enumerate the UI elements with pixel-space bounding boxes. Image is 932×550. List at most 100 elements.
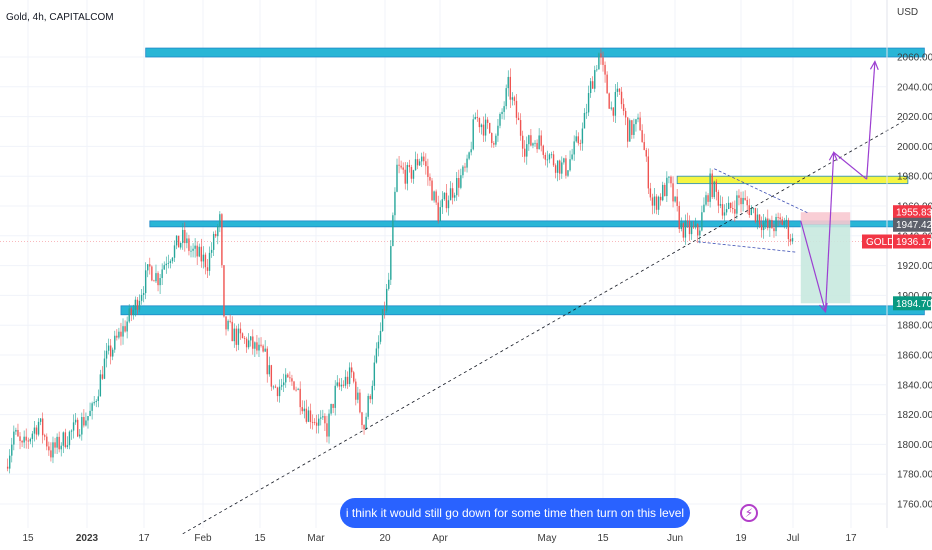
candle-body bbox=[740, 197, 742, 205]
horizontal-zone[interactable] bbox=[145, 47, 925, 58]
candle-body bbox=[66, 445, 69, 448]
triangle-line[interactable] bbox=[714, 168, 810, 214]
candle-body bbox=[666, 177, 668, 197]
candle-body bbox=[283, 382, 285, 386]
candle-body bbox=[762, 222, 765, 231]
candle-body bbox=[416, 159, 419, 166]
candle-body bbox=[41, 418, 44, 436]
price-tag-prefix bbox=[862, 234, 892, 249]
time-axis[interactable]: 15 2023 17 Feb 15 Mar 20 Apr May 15 Jun 19 Jul 17 bbox=[22, 533, 857, 544]
candle-body bbox=[583, 112, 586, 129]
y-tick-label: 1980.00 bbox=[897, 172, 932, 183]
candle-body bbox=[315, 422, 318, 426]
y-tick-label: 1800.00 bbox=[897, 440, 932, 451]
candle-body bbox=[268, 365, 270, 375]
horizontal-zone[interactable] bbox=[676, 175, 909, 185]
candle-body bbox=[89, 410, 91, 417]
lightning-icon[interactable]: ⚡ bbox=[740, 504, 758, 522]
candle-body bbox=[70, 430, 73, 432]
candle-body bbox=[534, 142, 536, 144]
candle-body bbox=[99, 374, 102, 397]
y-tick-label: 2000.00 bbox=[897, 142, 932, 153]
candle-body bbox=[112, 349, 114, 357]
candle-body bbox=[87, 416, 89, 421]
candle-body bbox=[606, 74, 608, 94]
candle-body bbox=[239, 328, 242, 334]
candle-body bbox=[305, 408, 308, 422]
candle-body bbox=[561, 162, 563, 174]
candle-body bbox=[171, 257, 174, 262]
candle-body bbox=[25, 436, 27, 441]
candle-body bbox=[406, 165, 408, 184]
candle-body bbox=[594, 70, 596, 89]
candle-body bbox=[690, 226, 693, 235]
candle-body bbox=[221, 214, 223, 266]
candle-body bbox=[363, 425, 365, 430]
candle-body bbox=[313, 422, 316, 424]
candle-body bbox=[604, 64, 606, 75]
candle-body bbox=[309, 410, 312, 423]
triangle-line[interactable] bbox=[697, 241, 797, 253]
candle-body bbox=[388, 279, 390, 289]
projection-arrow[interactable] bbox=[800, 220, 827, 312]
candle-body bbox=[243, 338, 246, 339]
target-zone[interactable] bbox=[800, 224, 851, 304]
y-tick-label: 1840.00 bbox=[897, 380, 932, 391]
y-tick-label: 2040.00 bbox=[897, 82, 932, 93]
horizontal-zone[interactable] bbox=[149, 220, 913, 228]
candle-body bbox=[93, 402, 95, 404]
candle-body bbox=[83, 417, 85, 426]
projection-arrow[interactable] bbox=[833, 151, 868, 180]
candle-body bbox=[705, 195, 707, 205]
candle-body bbox=[744, 197, 746, 200]
x-tick-label: 17 bbox=[845, 533, 857, 544]
candle-body bbox=[783, 221, 785, 225]
candle-body bbox=[775, 217, 777, 232]
candle-body bbox=[643, 142, 645, 151]
candle-body bbox=[515, 100, 518, 118]
price-tag-text: 1936.17 bbox=[896, 237, 932, 248]
candle-body bbox=[320, 417, 322, 419]
price-axis[interactable]: 1760.00 1780.00 1800.00 1820.00 1840.00 1860.… bbox=[886, 0, 932, 528]
price-tag-text: 1947.42 bbox=[896, 220, 932, 231]
candle-body bbox=[198, 246, 200, 257]
projection-arrow[interactable] bbox=[866, 61, 876, 180]
candle-body bbox=[596, 69, 598, 71]
candle-body bbox=[27, 440, 29, 442]
candle-body bbox=[371, 385, 373, 400]
candle-body bbox=[707, 195, 709, 202]
candle-body bbox=[785, 219, 788, 222]
y-tick-label: 1920.00 bbox=[897, 261, 932, 272]
candle-body bbox=[738, 195, 740, 198]
candle-body bbox=[23, 436, 25, 443]
candle-body bbox=[163, 265, 165, 270]
drawings[interactable] bbox=[182, 60, 904, 535]
candle-body bbox=[464, 166, 466, 168]
candle-body bbox=[11, 444, 13, 456]
candle-body bbox=[524, 148, 526, 157]
projection-arrow[interactable] bbox=[824, 152, 835, 312]
stop-zone[interactable] bbox=[800, 212, 851, 225]
candle-body bbox=[470, 149, 472, 153]
candle-body bbox=[633, 124, 635, 135]
candle-body bbox=[44, 435, 46, 437]
candle-body bbox=[456, 178, 458, 196]
candle-body bbox=[81, 417, 83, 435]
candle-body bbox=[655, 196, 658, 210]
candle-body bbox=[307, 410, 310, 422]
candle-body bbox=[476, 117, 479, 118]
candle-body bbox=[46, 436, 48, 447]
trendline[interactable] bbox=[182, 120, 904, 535]
candle-body bbox=[161, 269, 163, 279]
candle-body bbox=[620, 91, 623, 105]
candle-body bbox=[157, 273, 159, 286]
candle-body bbox=[254, 342, 256, 349]
candle-body bbox=[9, 455, 11, 469]
candle-body bbox=[468, 152, 470, 159]
position-tool[interactable] bbox=[800, 212, 851, 304]
candle-body bbox=[15, 429, 17, 432]
horizontal-zone[interactable] bbox=[120, 305, 925, 316]
x-tick-label: Jun bbox=[667, 533, 683, 544]
